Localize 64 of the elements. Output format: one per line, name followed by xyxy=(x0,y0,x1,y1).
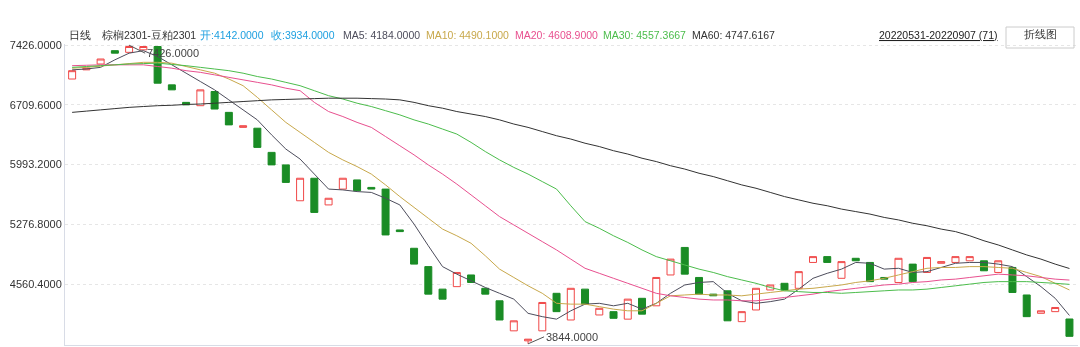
chart-subtitle: 棕榈2301-豆粕2301 xyxy=(102,29,197,41)
candlestick xyxy=(410,247,419,265)
y-tick-label: 5276.8000 xyxy=(9,218,62,231)
candlestick xyxy=(495,300,504,321)
candlestick xyxy=(680,246,689,275)
text: MA30: 4557.3667 xyxy=(603,29,687,41)
chart-title: 日线 xyxy=(69,29,91,41)
text: 收:3934.0000 xyxy=(271,29,335,41)
candlestick xyxy=(951,256,960,263)
line-series xyxy=(71,97,1070,269)
text: 开:4142.0000 xyxy=(200,29,264,41)
candlestick xyxy=(324,197,333,206)
text: MA10: 4490.1000 xyxy=(426,29,510,41)
text: 折线图 xyxy=(1024,28,1057,40)
y-tick-label: 4560.4000 xyxy=(9,277,62,290)
candlestick xyxy=(68,70,77,80)
candlestick xyxy=(381,188,390,236)
candlestick xyxy=(438,288,447,300)
candlestick xyxy=(239,125,248,128)
candlestick xyxy=(1051,306,1060,313)
candlestick xyxy=(794,271,803,289)
candlestick xyxy=(737,311,746,323)
candlestick xyxy=(310,177,319,213)
text: MA5: 4184.0000 xyxy=(343,29,421,41)
y-tick-label: 6709.6000 xyxy=(9,98,62,111)
candlestick xyxy=(296,177,305,202)
candlestick xyxy=(338,177,347,190)
annotation: 3844.0000 xyxy=(546,331,598,343)
candlestick xyxy=(210,91,219,110)
candlestick xyxy=(538,301,547,332)
y-tick-label: 7426.0000 xyxy=(9,39,62,52)
candlestick xyxy=(595,307,604,316)
candlestick xyxy=(110,50,119,54)
candlestick xyxy=(823,256,832,263)
candlestick xyxy=(424,266,433,295)
candlestick xyxy=(581,288,590,305)
candlestick xyxy=(609,311,618,319)
candlestick xyxy=(253,127,262,148)
text: MA60: 4747.6167 xyxy=(692,29,776,41)
candlestick xyxy=(965,256,974,262)
y-tick-label: 5993.2000 xyxy=(9,158,62,171)
candlestick xyxy=(395,229,404,233)
text: 20220531-20220907 (71) xyxy=(879,29,998,41)
text: MA20: 4608.9000 xyxy=(515,29,599,41)
candlestick xyxy=(367,186,376,190)
candlestick xyxy=(894,257,903,283)
candlestick xyxy=(509,320,518,332)
candlestick xyxy=(167,84,176,91)
candlestick xyxy=(666,258,675,276)
candlestick xyxy=(281,164,290,183)
candlestick xyxy=(552,292,561,313)
candlestick xyxy=(353,179,362,192)
candlestick xyxy=(96,58,105,65)
candlestick xyxy=(481,287,490,295)
candlestick xyxy=(267,151,276,166)
candlestick xyxy=(780,282,789,291)
candlestick xyxy=(1036,310,1045,314)
candlestick xyxy=(224,111,233,126)
candlestick xyxy=(937,261,946,264)
candlestick xyxy=(139,46,148,51)
candlestick xyxy=(1065,318,1074,337)
candlestick xyxy=(809,256,817,263)
candlestick xyxy=(1022,294,1031,318)
candlestick xyxy=(837,261,846,279)
